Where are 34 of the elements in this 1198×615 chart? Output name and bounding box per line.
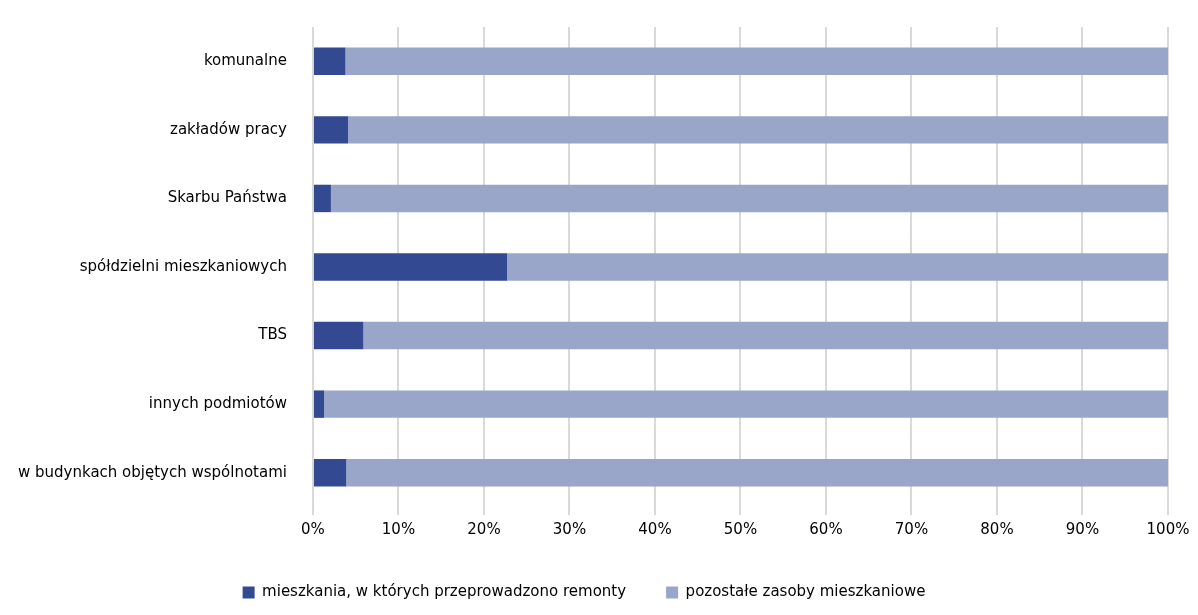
bar xyxy=(313,390,325,418)
bar xyxy=(507,253,1168,281)
y-tick-label: spółdzielni mieszkaniowych xyxy=(79,256,287,275)
bar xyxy=(346,459,1168,487)
bar xyxy=(348,116,1168,144)
legend-label: pozostałe zasoby mieszkaniowe xyxy=(685,582,926,601)
bar xyxy=(313,459,347,487)
bar xyxy=(313,184,331,213)
x-tick-label: 30% xyxy=(552,519,587,538)
x-tick-label: 100% xyxy=(1146,519,1190,538)
x-tick-label: 10% xyxy=(381,519,416,538)
legend-label: mieszkania, w których przeprowadzono remonty xyxy=(262,582,627,601)
bar xyxy=(313,253,508,281)
bar xyxy=(313,321,364,350)
y-tick-label: zakładów pracy xyxy=(170,119,288,138)
y-tick-label: komunalne xyxy=(203,51,287,70)
y-tick-label: Skarbu Państwa xyxy=(167,188,287,207)
x-tick-label: 90% xyxy=(1065,519,1100,538)
x-tick-label: 80% xyxy=(980,519,1014,538)
x-tick-label: 50% xyxy=(723,519,758,538)
x-tick-label: 20% xyxy=(467,519,501,538)
x-tick-label: 60% xyxy=(809,519,843,538)
bar xyxy=(313,116,349,144)
x-tick-label: 70% xyxy=(894,519,929,538)
y-tick-label: innych podmiotów xyxy=(148,394,287,413)
y-tick-label: TBS xyxy=(257,325,287,344)
bar xyxy=(363,321,1168,350)
bar xyxy=(313,47,346,75)
bar xyxy=(324,390,1168,418)
x-tick-label: 0% xyxy=(301,519,325,538)
y-tick-label: w budynkach objętych wspólnotami xyxy=(18,462,287,481)
bar xyxy=(345,47,1168,75)
x-tick-label: 40% xyxy=(638,519,672,538)
bar xyxy=(330,184,1168,213)
